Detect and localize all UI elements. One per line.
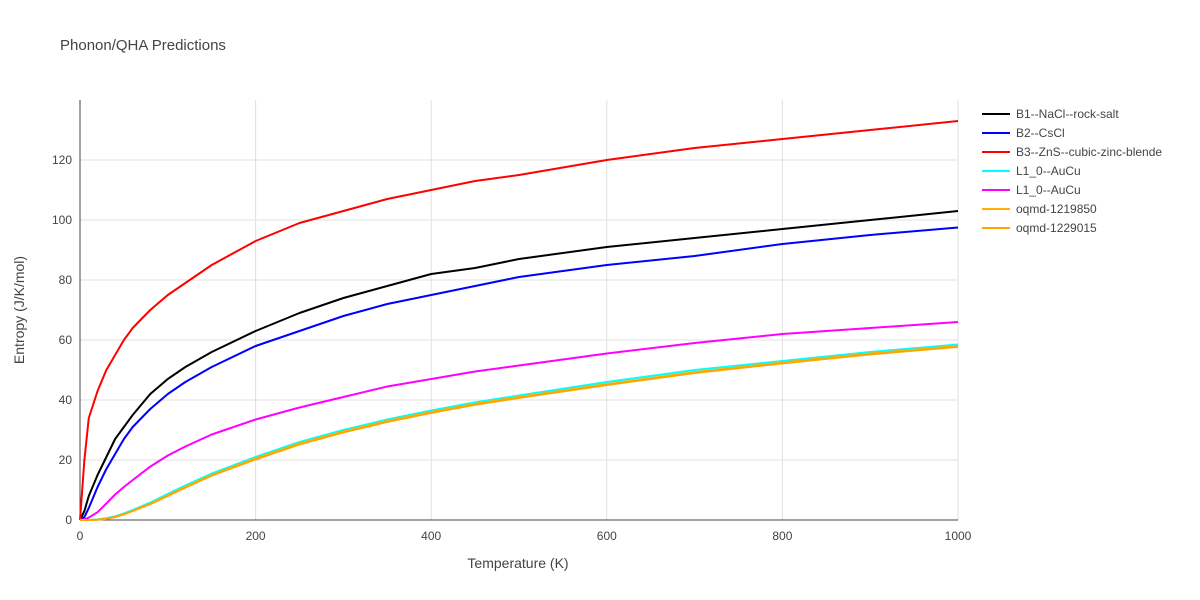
grid-lines [80,100,959,520]
series-line-1 [79,210,959,521]
x-tick-label: 800 [772,529,792,543]
y-tick-label: 20 [59,453,73,467]
y-tick-label: 120 [52,153,72,167]
x-axis-title: Temperature (K) [467,555,568,571]
y-tick-label: 0 [65,513,72,527]
legend-item[interactable]: oqmd-1229015 [982,221,1097,235]
chart-title: Phonon/QHA Predictions [60,37,226,54]
y-tick-label: 80 [59,273,73,287]
legend-item[interactable]: oqmd-1219850 [982,202,1097,216]
legend[interactable]: B1--NaCl--rock-salt B2--CsCl B3--ZnS--cubi… [982,107,1162,235]
series-line-3 [79,120,959,521]
series-line-7 [80,345,959,521]
tick-labels: 0 200 400 600 800 1000 0 20 40 60 80 100 120 [52,153,972,543]
legend-label: B2--CsCl [1016,126,1065,140]
legend-label: oqmd-1229015 [1016,221,1097,235]
legend-label: L1_0--AuCu [1016,183,1081,197]
x-tick-label: 200 [246,529,266,543]
legend-label: L1_0--AuCu [1016,164,1081,178]
legend-label: B3--ZnS--cubic-zinc-blende [1016,145,1162,159]
legend-item[interactable]: L1_0--AuCu [982,164,1081,178]
series-line-5 [79,321,959,521]
series-line-2 [79,226,959,521]
legend-label: B1--NaCl--rock-salt [1016,107,1119,121]
legend-label: oqmd-1219850 [1016,202,1097,216]
legend-item[interactable]: B3--ZnS--cubic-zinc-blende [982,145,1162,159]
x-tick-label: 0 [77,529,84,543]
x-tick-label: 600 [597,529,617,543]
y-tick-label: 100 [52,213,72,227]
y-tick-label: 60 [59,333,73,347]
legend-item[interactable]: B2--CsCl [982,126,1065,140]
series-lines [79,120,959,521]
x-tick-label: 1000 [945,529,972,543]
axes [79,100,958,521]
legend-item[interactable]: L1_0--AuCu [982,183,1081,197]
y-axis-title: Entropy (J/K/mol) [11,256,27,364]
legend-item[interactable]: B1--NaCl--rock-salt [982,107,1119,121]
y-tick-label: 40 [59,393,73,407]
x-tick-label: 400 [421,529,441,543]
